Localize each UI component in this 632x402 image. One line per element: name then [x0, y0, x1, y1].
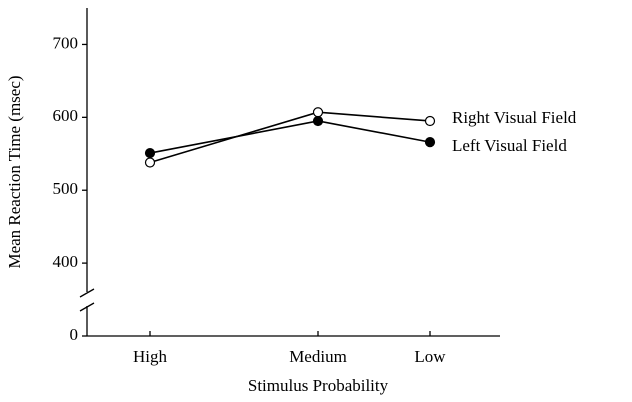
y-tick-label: 500 [53, 179, 79, 198]
x-axis-label: Stimulus Probability [248, 376, 389, 395]
x-tick-label: Medium [289, 347, 347, 366]
y-tick-label: 700 [53, 33, 79, 52]
y-axis-label: Mean Reaction Time (msec) [5, 75, 24, 268]
x-tick-label: Low [414, 347, 446, 366]
y-tick-label: 600 [53, 106, 79, 125]
data-point [312, 107, 324, 118]
axis-break [79, 302, 95, 312]
axis-break [79, 288, 95, 298]
data-point [144, 147, 156, 159]
series-line [149, 111, 431, 164]
legend-label: Right Visual Field [452, 108, 577, 127]
data-point [312, 115, 324, 127]
x-tick-label: High [133, 347, 168, 366]
legend-label: Left Visual Field [452, 136, 567, 155]
y-tick-label: 0 [70, 325, 79, 344]
data-point [424, 115, 436, 127]
series-line [149, 120, 431, 154]
y-tick-label: 400 [53, 252, 79, 271]
data-point [144, 157, 156, 168]
data-point [424, 137, 436, 148]
